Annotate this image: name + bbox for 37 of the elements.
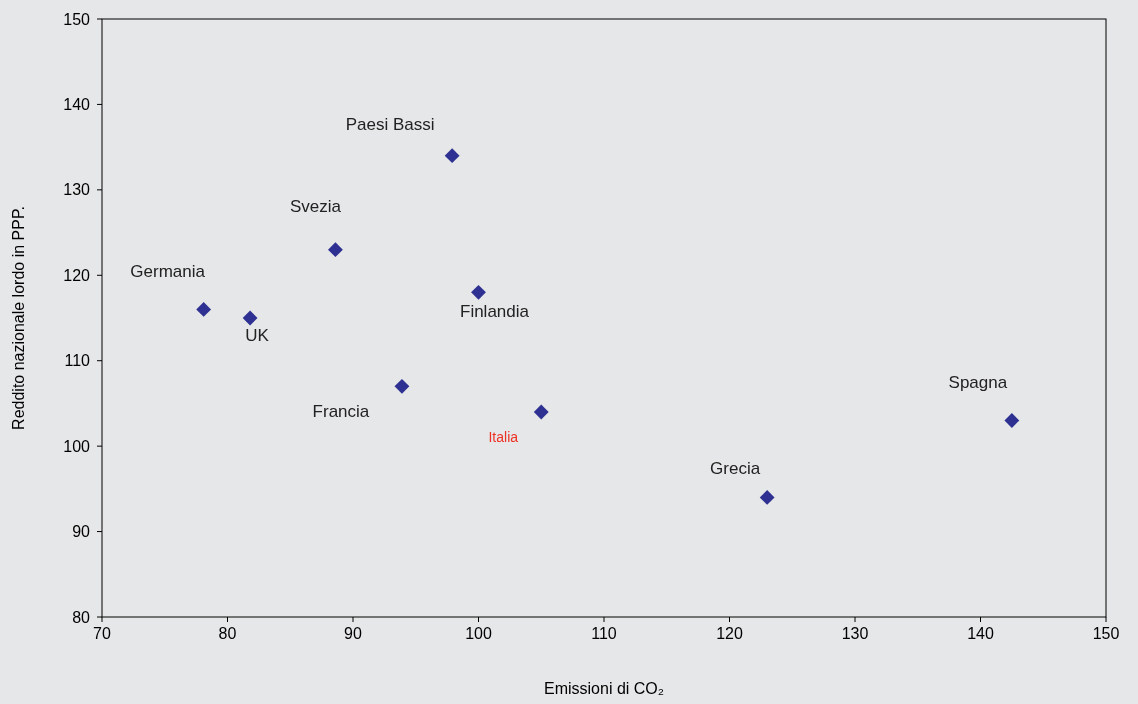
annotation: Grecia (710, 459, 761, 479)
y-tick-label: 80 (72, 608, 91, 626)
x-tick-label: 140 (967, 625, 994, 642)
annotation: Paesi Bassi (345, 114, 435, 134)
point (196, 302, 212, 317)
x-tick-label: 110 (591, 625, 617, 642)
y-tick-label: 110 (64, 352, 91, 370)
x-tick-label: 80 (218, 625, 237, 642)
point (394, 378, 410, 394)
y-tick-label: 120 (63, 266, 91, 284)
x-tick-label: 70 (93, 625, 111, 642)
point (328, 242, 343, 258)
y-axis-title: Reddito nazionale lordo in PPP. (10, 206, 27, 430)
annotation: Francia (312, 402, 370, 422)
x-tick-label: 120 (716, 625, 743, 642)
y-tick-label: 130 (63, 181, 91, 199)
y-tick-label: 150 (63, 10, 91, 28)
annotation: Svezia (289, 196, 342, 216)
annotation: Spagna (948, 373, 1008, 393)
annotation: UK (245, 325, 270, 345)
annotation: Finlandia (460, 302, 530, 322)
annotation: Italia (488, 428, 519, 445)
y-tick-label: 100 (63, 437, 91, 455)
point (444, 148, 460, 164)
x-axis-title: Emissioni di CO₂ (543, 680, 665, 697)
x-tick-label: 90 (344, 625, 362, 642)
x-tick-label: 150 (1092, 625, 1120, 642)
x-tick-label: 130 (841, 625, 869, 642)
point (759, 489, 775, 505)
y-tick-label: 90 (72, 523, 91, 541)
point (242, 310, 258, 326)
point (533, 404, 549, 420)
x-tick-label: 100 (465, 625, 492, 642)
point (471, 284, 486, 300)
y-tick-label: 140 (63, 96, 91, 114)
annotation: Germania (130, 262, 206, 282)
point (1004, 413, 1020, 428)
